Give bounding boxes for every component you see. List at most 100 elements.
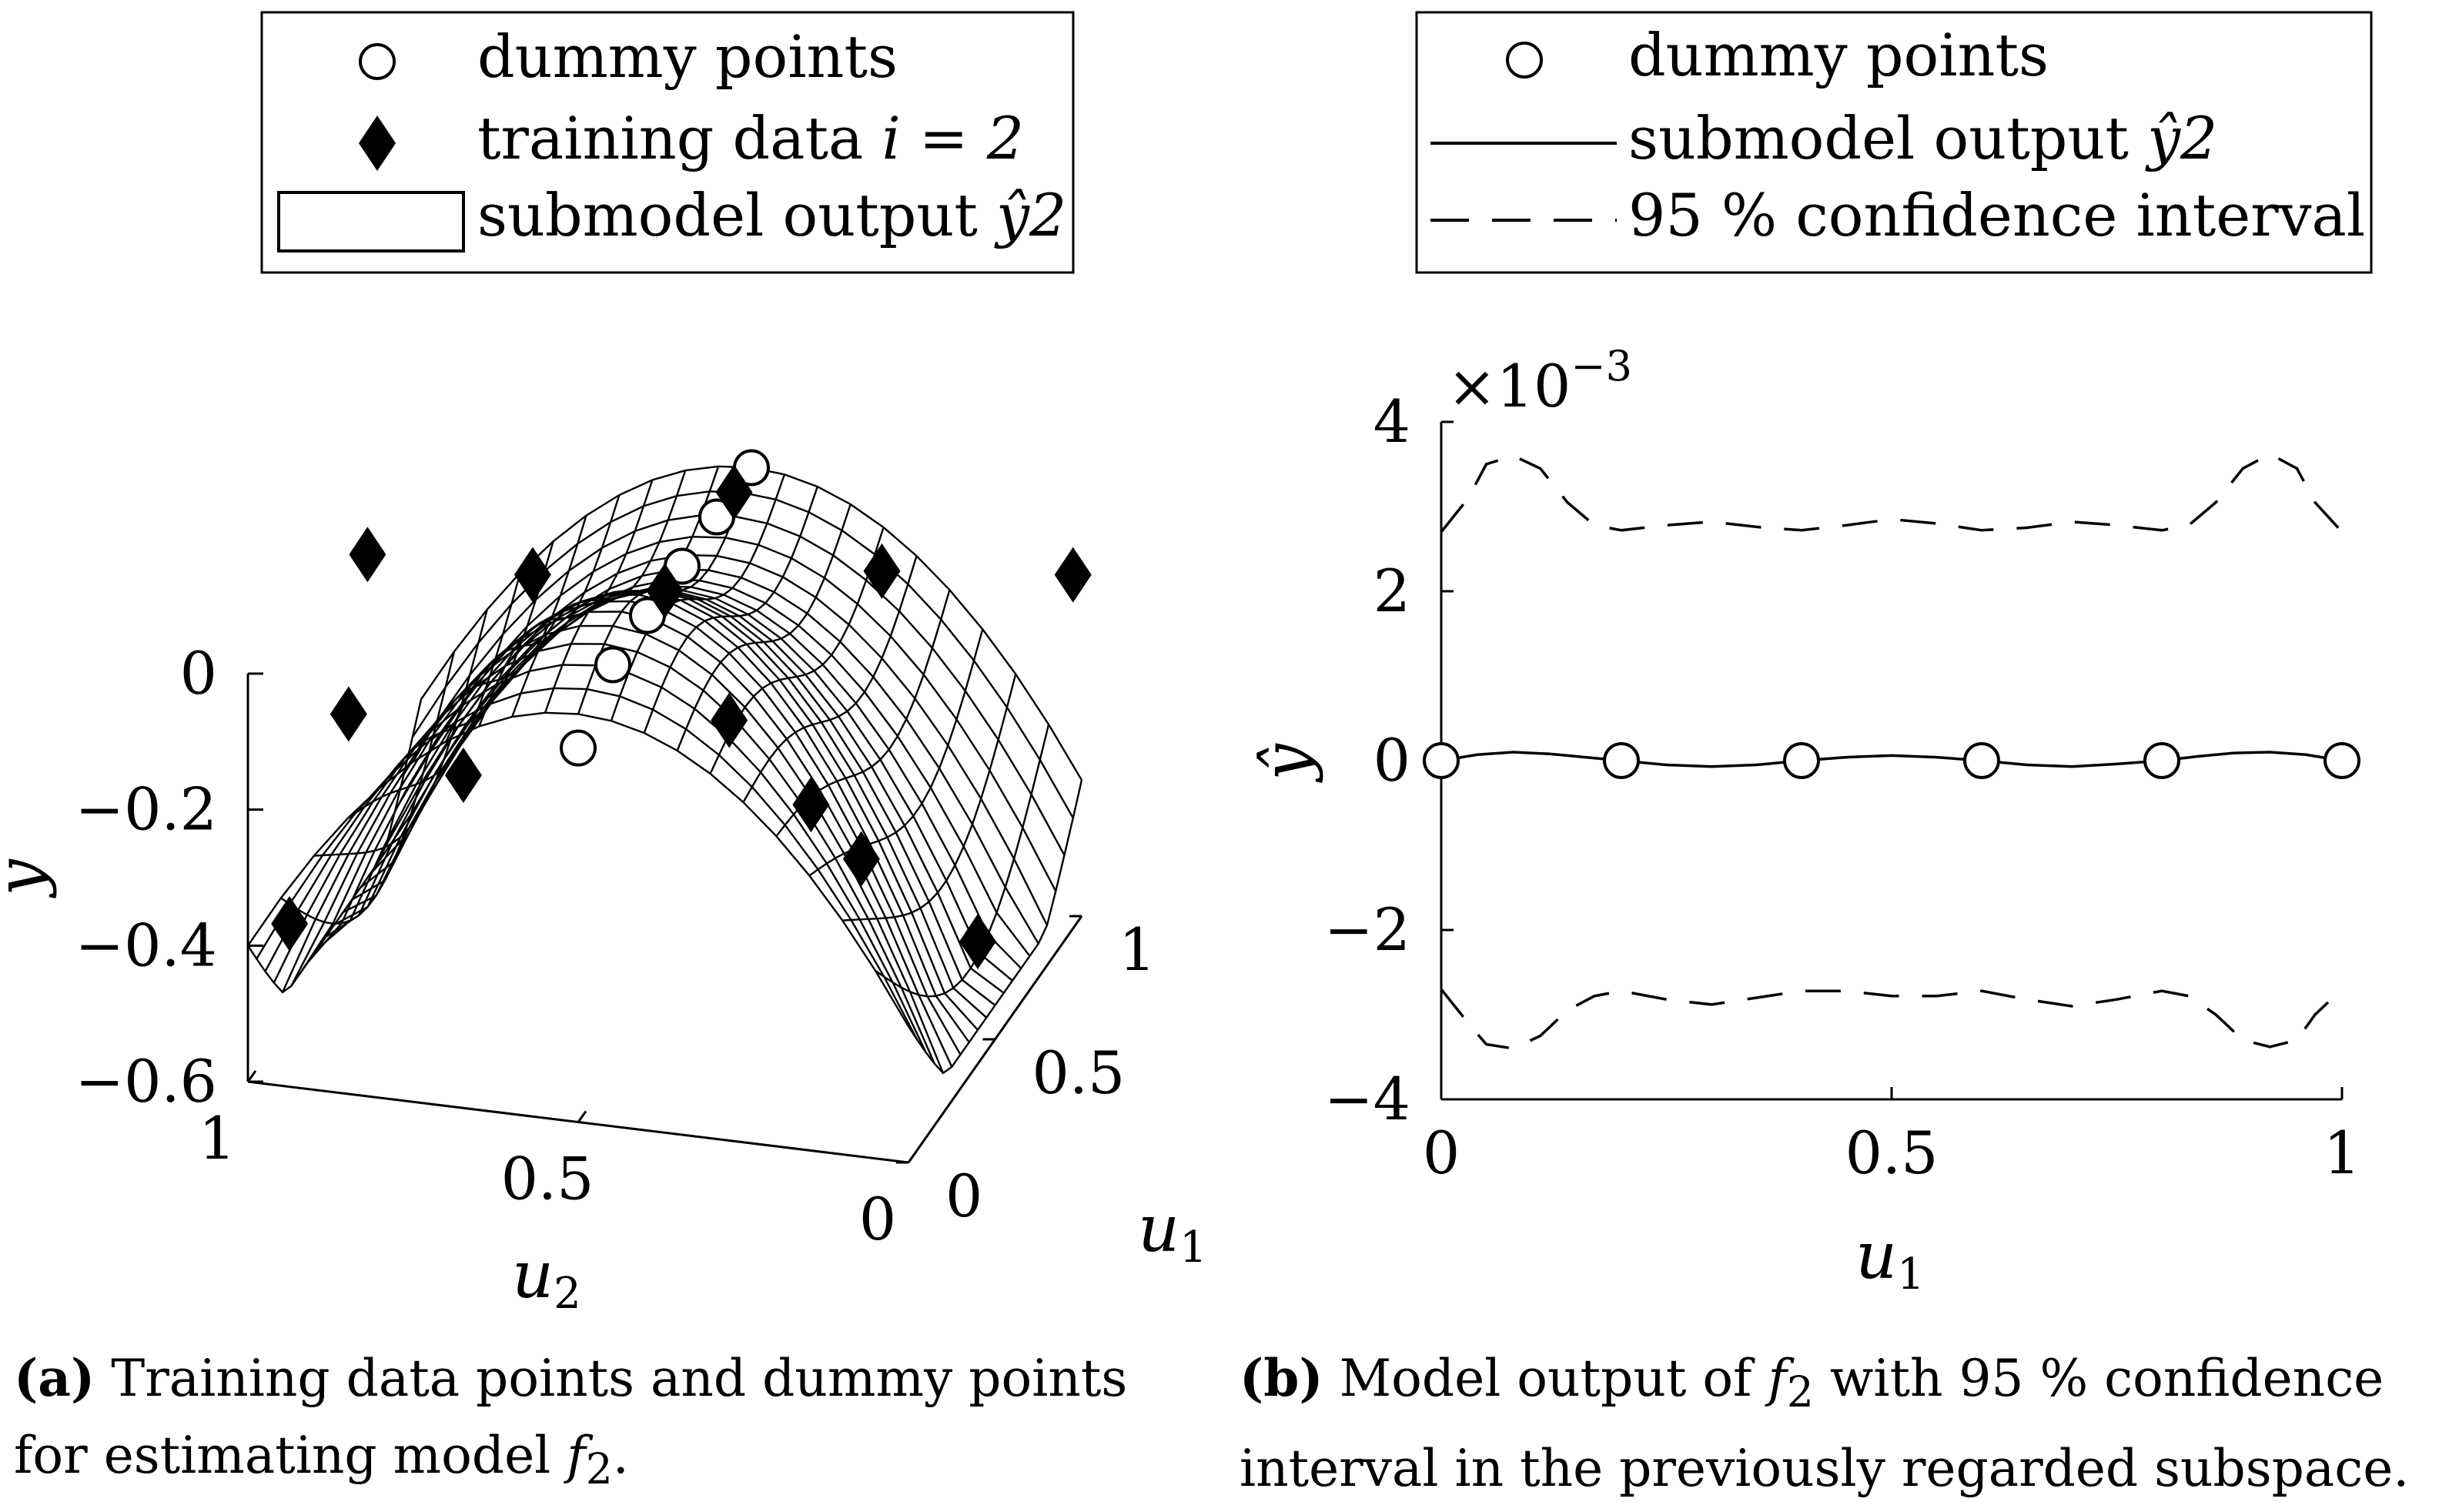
u1-tick-label: 0 [945,1162,982,1230]
surface-chart: dummy points training data i = 2 submode… [0,11,1207,1319]
mesh-line-u1 [676,503,851,751]
mesh-line-u1 [907,780,1083,1075]
mesh-line-u1 [544,466,720,714]
caption-a-sub: 2 [585,1444,613,1494]
y-tick-label: −4 [1324,1065,1410,1133]
legend-marker-dummy [359,43,396,80]
u1-tick-label: 1 [1119,915,1156,984]
mesh-line-u1 [346,572,521,820]
x-axis-label: u1 [1855,1218,1925,1300]
scatter-points-a [271,449,1092,969]
mesh-line-u1 [412,515,587,763]
training-point [1054,547,1092,603]
dummy-point [594,646,631,684]
z-tick-label: −0.2 [75,775,217,844]
u2-tick [246,1070,257,1082]
x-tick-label: 1 [2324,1119,2360,1187]
axes-a-ticks: 0−0.2−0.4−0.610.50 00.51 [75,639,1156,1253]
mesh-line-u1 [808,629,984,877]
legend-label-ci: 95 % confidence interval [1628,181,2365,249]
axes-b [1440,422,2342,1101]
z-axis-label: y [0,858,58,899]
x-tick-label: 0.5 [1845,1119,1939,1187]
legend-marker-training [359,115,396,171]
dummy-point [1963,742,2000,779]
mesh-line-u1 [313,609,488,857]
mesh-line-u1 [478,480,654,727]
u2-tick-label: 0 [859,1185,896,1253]
confidence-bound-line [1440,988,2344,1050]
mesh-line-u1 [280,651,456,925]
training-point [711,692,748,748]
caption-b-text2: with 95 % confidence interval in the pre… [1240,1349,2410,1499]
training-point [959,914,996,969]
legend-label-training: training data i = 2 [477,104,1024,172]
mesh-line-u1 [842,674,1017,922]
submodel-output-line [1440,751,2343,768]
caption-b-letter: (b) [1240,1348,1323,1408]
mesh-line-u2 [420,465,1083,781]
training-point [444,748,482,803]
u1-axis-label: u1 [1138,1191,1207,1273]
caption-b-func: f [1768,1349,1787,1408]
panel-a: dummy points training data i = 2 submode… [0,0,1224,1512]
y-tick-label: 4 [1373,387,1410,456]
caption-b-text: Model output of [1339,1349,1768,1408]
z-tick-label: −0.4 [75,911,217,979]
mesh-line-u1 [445,494,621,742]
legend-b: dummy points submodel output ŷ2 95 % con… [1415,11,2373,274]
legend-label-surface: submodel output ŷ2 [477,181,1066,249]
u2-axis-label: u2 [512,1237,581,1319]
caption-a-letter: (a) [14,1348,95,1408]
caption-b: (b) Model output of f2 with 95 % confide… [1240,1340,2441,1507]
training-point [715,464,753,520]
z-tick-label: −0.6 [75,1047,217,1116]
mesh-line-u2 [264,664,927,1053]
legend-marker-dummy [1506,42,1543,79]
y-axis-label: ŷ [1249,743,1324,784]
mesh-line-u2 [351,589,1013,982]
caption-b-sub: 2 [1786,1367,1814,1417]
caption-a: (a) Training data points and dummy point… [14,1340,1215,1507]
axes-b-ticks: 420−2−40 0.5 1 [1324,387,2360,1187]
x-tick-label: 0 [1423,1119,1460,1187]
training-point [646,563,684,619]
mesh-line-u1 [511,470,687,718]
mesh-line-u1 [246,699,423,994]
mesh-line-u1 [610,473,786,721]
caption-a-func: f [567,1426,586,1485]
line-chart: dummy points submodel output ŷ2 95 % con… [1249,11,2373,1300]
dummy-points-b [1423,742,2360,779]
legend-label-dummy: dummy points [1628,21,2049,89]
dummy-point [2324,742,2360,779]
training-point [842,831,880,887]
dummy-point [1603,742,1640,779]
legend-a: dummy points training data i = 2 submode… [260,11,1075,274]
u2-tick [577,1110,587,1123]
training-point [514,547,551,603]
y-tick-label: 0 [1373,726,1410,794]
caption-a-text: Training data points and dummy points fo… [14,1349,1128,1485]
legend-label-dummy: dummy points [477,22,898,91]
dummy-point [1423,742,1460,779]
mesh-line-u1 [643,486,818,734]
u2-tick-label: 0.5 [501,1145,594,1213]
legend-label-output: submodel output ŷ2 [1628,104,2217,172]
dummy-point [1783,742,1820,779]
mesh-line-u1 [875,724,1050,998]
u1-tick-label: 0.5 [1032,1039,1126,1107]
z-tick-label: 0 [180,639,217,707]
y-tick-label: −2 [1324,895,1410,964]
confidence-bound-line [1440,452,2344,534]
dummy-point [560,729,597,767]
training-point [271,895,309,952]
series-lines [1440,452,2344,1050]
training-point [349,527,386,583]
axes-a [246,674,1083,1164]
u2-tick [907,1151,918,1163]
legend-marker-surface [277,191,465,253]
training-point [863,543,901,599]
dummy-point [2143,742,2180,779]
caption-a-end: . [612,1426,629,1485]
y-multiplier: ×10−3 [1447,342,1632,420]
